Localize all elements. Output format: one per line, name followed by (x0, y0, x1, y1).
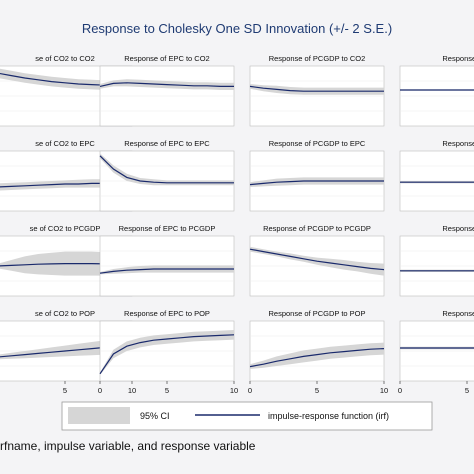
ci-band (0, 68, 132, 92)
panel-title: Response of EPC to EPC (124, 139, 210, 148)
irf-panel: Response of P (399, 309, 474, 382)
irf-line (249, 85, 384, 92)
panel-title: Response of PCGDP to EPC (269, 139, 366, 148)
ci-band (100, 153, 234, 186)
panel-title: Response of EPC to PCGDP (119, 224, 216, 233)
ci-band (250, 342, 384, 369)
ci-band (0, 179, 132, 191)
irf-panel: Response of P (399, 54, 474, 127)
panel-title: Response of EPC to CO2 (124, 54, 209, 63)
irf-panel: Response of EPC to EPC (99, 139, 235, 212)
panel-title: Response of EPC to POP (124, 309, 210, 318)
panel-grid: se of CO2 to CO2 Response of EPC to CO2 Re… (0, 54, 474, 382)
irf-panel: Response of PCGDP to POP (249, 309, 385, 382)
panel-title: se of CO2 to EPC (35, 139, 95, 148)
irf-line (99, 334, 235, 375)
legend-irf-label: impulse-response function (irf) (268, 411, 389, 421)
panel-title: Response of P (442, 54, 474, 63)
irf-panel: Response of EPC to PCGDP (99, 224, 235, 297)
x-tick-label: 10 (128, 386, 136, 395)
bottom-x-ticks: 5 10 0 5 10 0 5 10 0 5 (63, 381, 469, 395)
panel-title: Response of PCGDP to POP (269, 309, 366, 318)
x-tick-label: 0 (398, 386, 402, 395)
ci-band (250, 84, 384, 95)
panel-title: Response of PCGDP to CO2 (269, 54, 366, 63)
irf-line (249, 180, 384, 186)
x-tick-label: 5 (165, 386, 169, 395)
legend-ci-label: 95% CI (140, 411, 170, 421)
x-tick-label: 10 (230, 386, 238, 395)
panel-title: Response of PCGDP to PCGDP (263, 224, 371, 233)
x-tick-label: 5 (465, 386, 469, 395)
ci-band (100, 330, 234, 375)
x-tick-label: 0 (98, 386, 102, 395)
irf-panel: Response of P (399, 224, 474, 297)
legend: 95% CI impulse-response function (irf) (61, 401, 433, 431)
panel-title: Response of P (442, 309, 474, 318)
irf-panel: Response of PCGDP to PCGDP (249, 224, 385, 297)
ci-band (250, 177, 384, 187)
x-tick-label: 10 (380, 386, 388, 395)
irf-panel: Response of P (399, 139, 474, 212)
legend-ci-swatch (68, 407, 130, 424)
figure-title: Response to Cholesky One SD Innovation (… (82, 21, 392, 36)
irf-panel: Response of EPC to POP (99, 309, 235, 382)
footer-caption: rfname, impulse variable, and response v… (0, 439, 256, 453)
panel-title: Response of P (442, 139, 474, 148)
irf-panel: Response of EPC to CO2 (99, 54, 235, 127)
irf-line (249, 248, 385, 271)
panel-title: se of CO2 to CO2 (35, 54, 95, 63)
irf-line (249, 348, 385, 368)
panel-title: se of CO2 to PCGDP (30, 224, 101, 233)
panel-title: Response of P (442, 224, 474, 233)
x-tick-label: 0 (248, 386, 252, 395)
irf-panel: Response of PCGDP to EPC (249, 139, 385, 212)
irf-line (99, 82, 234, 87)
irf-panel: Response of PCGDP to CO2 (249, 54, 385, 127)
panel-title: se of CO2 to POP (35, 309, 95, 318)
x-tick-label: 5 (315, 386, 319, 395)
ci-band (100, 265, 234, 275)
irf-line (99, 268, 234, 274)
irf-line (99, 155, 234, 184)
x-tick-label: 5 (63, 386, 67, 395)
